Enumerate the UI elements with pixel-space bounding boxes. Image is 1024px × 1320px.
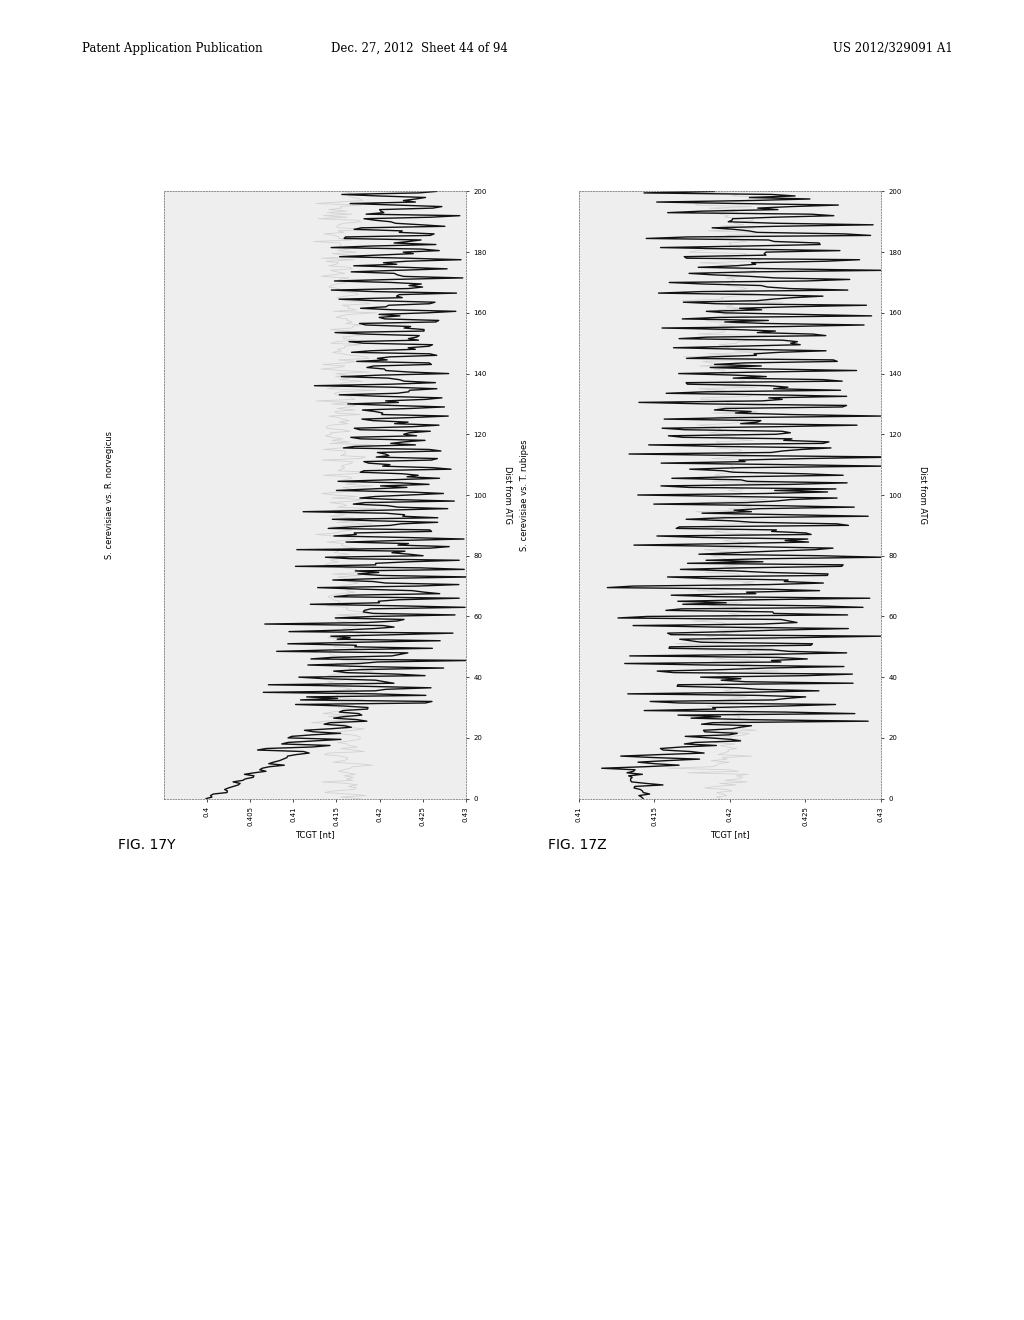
- Text: Patent Application Publication: Patent Application Publication: [82, 42, 262, 55]
- Y-axis label: Dist from ATG: Dist from ATG: [503, 466, 512, 524]
- X-axis label: TCGT [nt]: TCGT [nt]: [710, 830, 750, 840]
- Text: US 2012/329091 A1: US 2012/329091 A1: [833, 42, 952, 55]
- X-axis label: TCGT [nt]: TCGT [nt]: [295, 830, 335, 840]
- Text: Dec. 27, 2012  Sheet 44 of 94: Dec. 27, 2012 Sheet 44 of 94: [332, 42, 508, 55]
- Text: FIG. 17Y: FIG. 17Y: [118, 838, 175, 853]
- Y-axis label: Dist from ATG: Dist from ATG: [918, 466, 927, 524]
- Text: S. cerevisiae vs. R. norvegicus: S. cerevisiae vs. R. norvegicus: [105, 432, 114, 558]
- Text: S. cerevisiae vs. T. rubipes: S. cerevisiae vs. T. rubipes: [520, 440, 528, 550]
- Text: FIG. 17Z: FIG. 17Z: [548, 838, 606, 853]
